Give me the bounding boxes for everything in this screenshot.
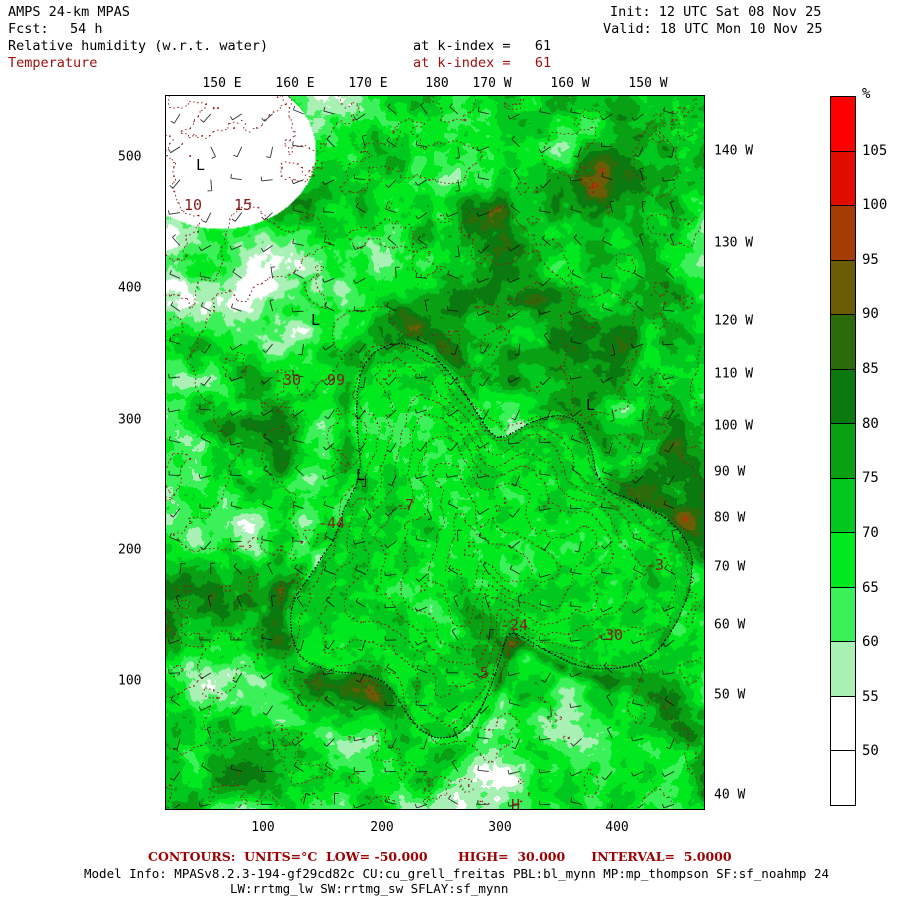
bottom-index-label-0: 100: [251, 820, 275, 835]
footer-contours-line: CONTOURS: UNITS=°C LOW= -50.000 HIGH= 30…: [148, 849, 732, 864]
header-field-humidity: Relative humidity (w.r.t. water): [8, 38, 269, 54]
contour-label-2: -30: [274, 371, 302, 389]
left-index-label-2: 300: [118, 412, 142, 428]
header-init-time: Init: 12 UTC Sat 08 Nov 25: [610, 4, 822, 20]
right-lat-label-4: 100 W: [714, 418, 754, 434]
contour-label-5: -7: [396, 496, 415, 514]
top-lon-label-3: 180: [425, 76, 449, 91]
footer-physics-line: LW:rrtmg_lw SW:rrtmg_sw SFLAY:sf_mynn: [230, 881, 509, 896]
left-index-label-1: 400: [118, 280, 142, 296]
right-lat-label-9: 50 W: [714, 687, 746, 703]
contour-and-coastline-overlay: [166, 96, 701, 809]
colorbar-segment-0[interactable]: [831, 97, 855, 152]
humidity-shaded-field: [166, 96, 704, 809]
contour-label-7: -5: [471, 664, 490, 682]
bottom-index-label-3: 400: [605, 820, 629, 835]
contour-label-3: -99: [318, 371, 346, 389]
colorbar-segment-3[interactable]: [831, 260, 855, 316]
colorbar-segment-10[interactable]: [831, 642, 855, 697]
right-lat-label-5: 90 W: [714, 464, 746, 480]
top-lon-label-2: 170 E: [348, 76, 388, 91]
contour-label-9: -30: [596, 626, 624, 644]
colorbar-segment-7[interactable]: [831, 478, 855, 534]
colorbar-segment-5[interactable]: [831, 369, 855, 425]
header-model-title: AMPS 24-km MPAS: [8, 4, 130, 20]
map-plot-area[interactable]: 10 15 -30 -99 -44 -7 -24 -5 -3 -30 L L L H L: [165, 95, 705, 810]
colorbar-tick-70: 70: [862, 524, 879, 541]
contour-label-12: L: [356, 466, 366, 484]
top-lon-label-6: 150 W: [628, 76, 668, 91]
top-lon-label-0: 150 E: [202, 76, 242, 91]
colorbar-segment-9[interactable]: [831, 587, 855, 643]
contour-labels: 10 15 -30 -99 -44 -7 -24 -5 -3 -30 L L L H L: [166, 96, 704, 809]
colorbar-tick-75: 75: [862, 470, 879, 487]
header-fcst-value: 54 h: [70, 21, 103, 37]
contour-label-6: -24: [501, 616, 529, 634]
colorbar-tick-50: 50: [862, 743, 879, 760]
contour-label-10: L: [196, 156, 206, 174]
top-lon-label-4: 170 W: [472, 76, 512, 91]
left-index-label-3: 200: [118, 542, 142, 558]
right-lat-label-6: 80 W: [714, 510, 746, 526]
left-index-label-4: 100: [118, 673, 142, 689]
header-field-humidity-level: at k-index = 61: [413, 38, 552, 54]
header-field-temperature: Temperature: [8, 55, 98, 71]
colorbar-segment-8[interactable]: [831, 533, 855, 588]
humidity-raster: [166, 96, 704, 809]
right-lat-label-2: 120 W: [714, 313, 754, 329]
colorbar-tick-labels: 105 100 95 90 85 80 75 70 65 60 55 50: [862, 96, 900, 806]
colorbar-segment-6[interactable]: [831, 424, 855, 479]
colorbar-tick-90: 90: [862, 306, 879, 323]
right-lat-label-8: 60 W: [714, 617, 746, 633]
footer-model-info: Model Info: MPASv8.2.3-194-gf29cd82c CU:…: [84, 866, 830, 881]
contour-label-14: L: [586, 396, 596, 414]
colorbar[interactable]: [830, 96, 856, 806]
contour-label-11: L: [311, 311, 321, 329]
colorbar-segment-1[interactable]: [831, 151, 855, 207]
top-lon-label-1: 160 E: [275, 76, 315, 91]
top-lon-label-5: 160 W: [550, 76, 590, 91]
right-lat-label-10: 40 W: [714, 787, 746, 803]
colorbar-tick-100: 100: [862, 197, 888, 214]
contour-label-0: 10: [184, 196, 203, 214]
colorbar-segment-11[interactable]: [831, 696, 855, 752]
colorbar-unit-label: %: [862, 86, 871, 102]
left-index-label-0: 500: [118, 149, 142, 165]
colorbar-tick-55: 55: [862, 688, 879, 705]
colorbar-segment-12[interactable]: [831, 751, 855, 805]
colorbar-tick-60: 60: [862, 634, 879, 651]
colorbar-tick-85: 85: [862, 361, 879, 378]
colorbar-segment-2[interactable]: [831, 206, 855, 261]
right-lat-label-3: 110 W: [714, 366, 754, 382]
bottom-index-label-1: 200: [370, 820, 394, 835]
colorbar-segment-4[interactable]: [831, 315, 855, 370]
contour-label-8: -3: [646, 556, 665, 574]
bottom-index-label-2: 300: [488, 820, 512, 835]
header-valid-time: Valid: 18 UTC Mon 10 Nov 25: [603, 21, 823, 37]
contour-label-13: H: [511, 796, 521, 810]
colorbar-tick-65: 65: [862, 579, 879, 596]
right-lat-label-1: 130 W: [714, 235, 754, 251]
colorbar-tick-105: 105: [862, 142, 888, 159]
header-fcst-label: Fcst:: [8, 21, 49, 37]
header-field-temperature-level: at k-index = 61: [413, 55, 552, 71]
colorbar-tick-80: 80: [862, 415, 879, 432]
contour-label-1: 15: [234, 196, 253, 214]
contour-label-4: -44: [318, 514, 346, 532]
right-lat-label-7: 70 W: [714, 559, 746, 575]
colorbar-tick-95: 95: [862, 251, 879, 268]
right-lat-label-0: 140 W: [714, 143, 754, 159]
